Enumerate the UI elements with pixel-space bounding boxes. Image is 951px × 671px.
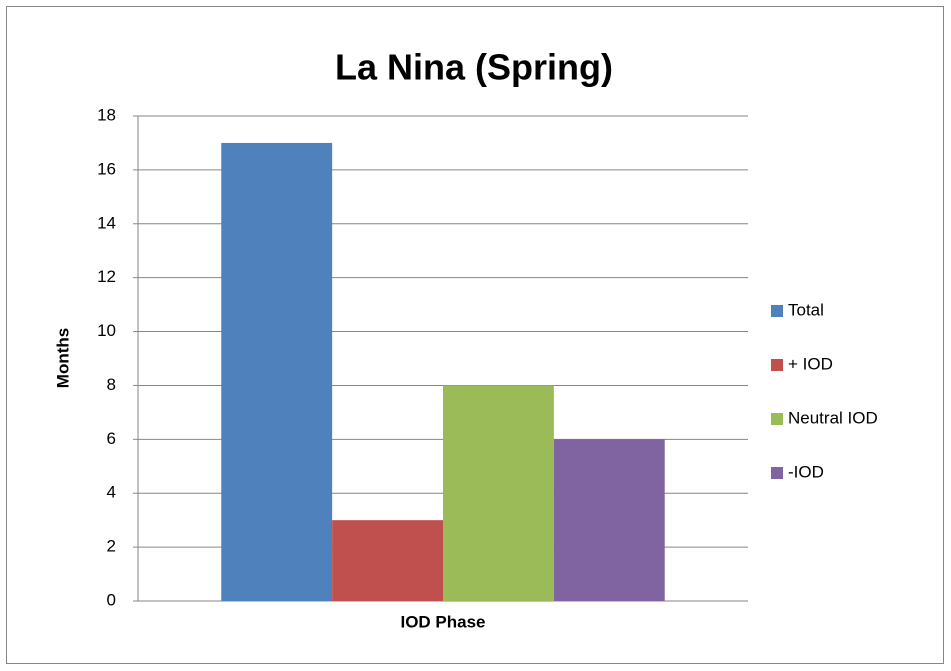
legend-label: -IOD — [788, 462, 824, 481]
y-tick-label: 12 — [97, 267, 116, 286]
y-tick-label: 14 — [97, 213, 116, 232]
y-tick-label: 18 — [97, 105, 116, 124]
chart-title: La Nina (Spring) — [335, 47, 613, 88]
y-tick-label: 10 — [97, 321, 116, 340]
y-tick-label: 2 — [107, 537, 116, 556]
y-axis-label: Months — [53, 328, 72, 388]
legend-label: + IOD — [788, 354, 833, 373]
y-tick-label: 6 — [107, 429, 116, 448]
y-tick-label: 0 — [107, 590, 116, 609]
x-axis-label: IOD Phase — [400, 612, 485, 631]
y-tick-label: 16 — [97, 159, 116, 178]
y-tick-label: 8 — [107, 375, 116, 394]
legend-swatch — [771, 359, 783, 371]
bar — [553, 439, 665, 601]
legend-label: Total — [788, 300, 824, 319]
y-tick-label: 4 — [107, 483, 116, 502]
legend-swatch — [771, 413, 783, 425]
bar — [221, 142, 333, 601]
bar — [443, 385, 554, 601]
legend-label: Neutral IOD — [788, 408, 878, 427]
bar — [332, 520, 443, 601]
legend-swatch — [771, 467, 783, 479]
legend-swatch — [771, 305, 783, 317]
